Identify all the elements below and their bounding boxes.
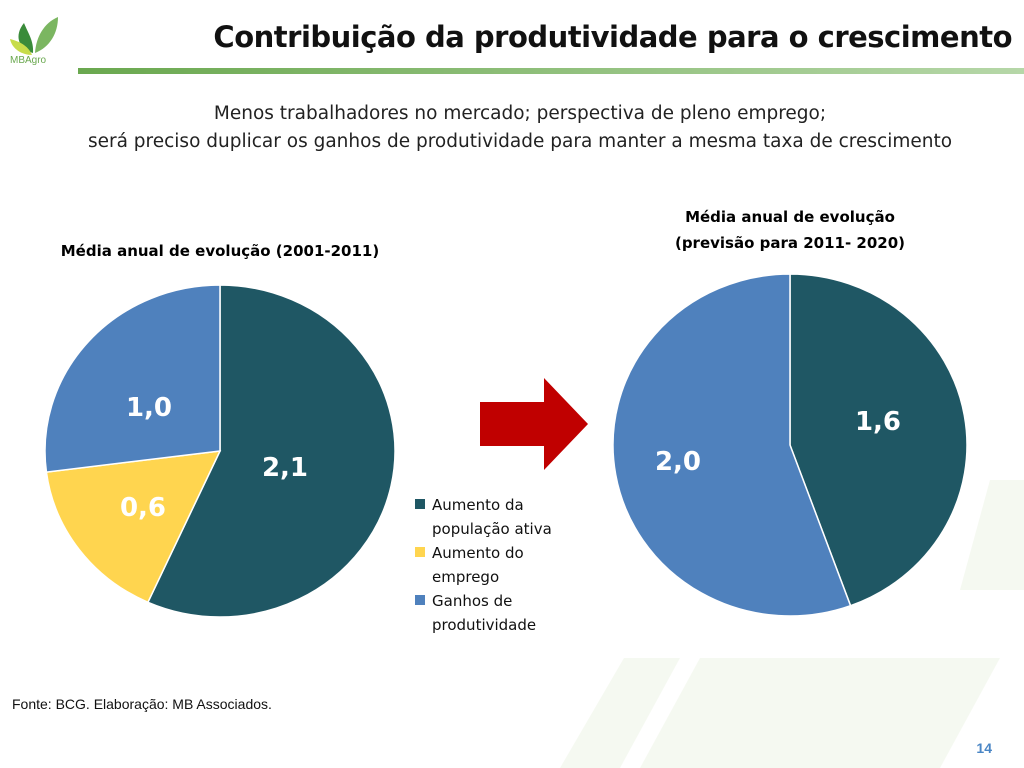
legend-label: Aumento do emprego (432, 544, 524, 586)
page-number: 14 (976, 740, 992, 756)
source-note: Fonte: BCG. Elaboração: MB Associados. (12, 696, 272, 712)
mbagro-logo (10, 17, 58, 55)
chart-2-title: Média anual de evolução (previsão para 2… (600, 204, 980, 256)
page-title: Contribuição da produtividade para o cre… (213, 20, 1012, 54)
subtitle-line-2: será preciso duplicar os ganhos de produ… (87, 131, 953, 152)
chart-1-title: Média anual de evolução (2001-2011) (60, 242, 380, 260)
chart-2-title-line-2: (previsão para 2011- 2020) (674, 234, 906, 252)
pie-slice-1-1 (45, 450, 222, 604)
chart-legend: Aumento da população ativa Aumento do em… (415, 493, 595, 637)
pie-data-label-1-2: 1,0 (126, 393, 172, 423)
pie-slice-1-2 (44, 284, 221, 473)
pie-data-label-1-0: 2,1 (262, 453, 308, 483)
title-divider (78, 68, 1024, 74)
legend-label: Aumento da população ativa (432, 496, 552, 538)
legend-item-populacao-ativa: Aumento da população ativa (415, 493, 595, 541)
pie-data-label-2-0: 1,6 (855, 407, 901, 437)
right-arrow-icon (480, 378, 588, 470)
pie-chart-2011-2020: 1,6 2,0 (612, 273, 968, 617)
legend-item-emprego: Aumento do emprego (415, 541, 595, 589)
pie-chart-2001-2011: 2,1 0,6 1,0 (44, 284, 396, 618)
legend-swatch (415, 499, 425, 509)
pie-data-label-1-1: 0,6 (120, 493, 166, 523)
legend-item-produtividade: Ganhos de produtividade (415, 589, 595, 637)
logo-text: MBAgro (10, 55, 47, 66)
chart-2-title-line-1: Média anual de evolução (685, 208, 895, 226)
pie-slice-2-1 (612, 273, 852, 617)
legend-label: Ganhos de produtividade (432, 592, 537, 634)
decorative-background-shape (560, 480, 1024, 768)
pie-slice-1-0 (146, 284, 396, 618)
pie-data-label-2-1: 2,0 (655, 447, 701, 477)
legend-swatch (415, 547, 425, 557)
subtitle-line-1: Menos trabalhadores no mercado; perspect… (213, 103, 827, 124)
pie-slice-2-0 (789, 273, 968, 607)
legend-swatch (415, 595, 425, 605)
subtitle: Menos trabalhadores no mercado; perspect… (0, 100, 1024, 156)
